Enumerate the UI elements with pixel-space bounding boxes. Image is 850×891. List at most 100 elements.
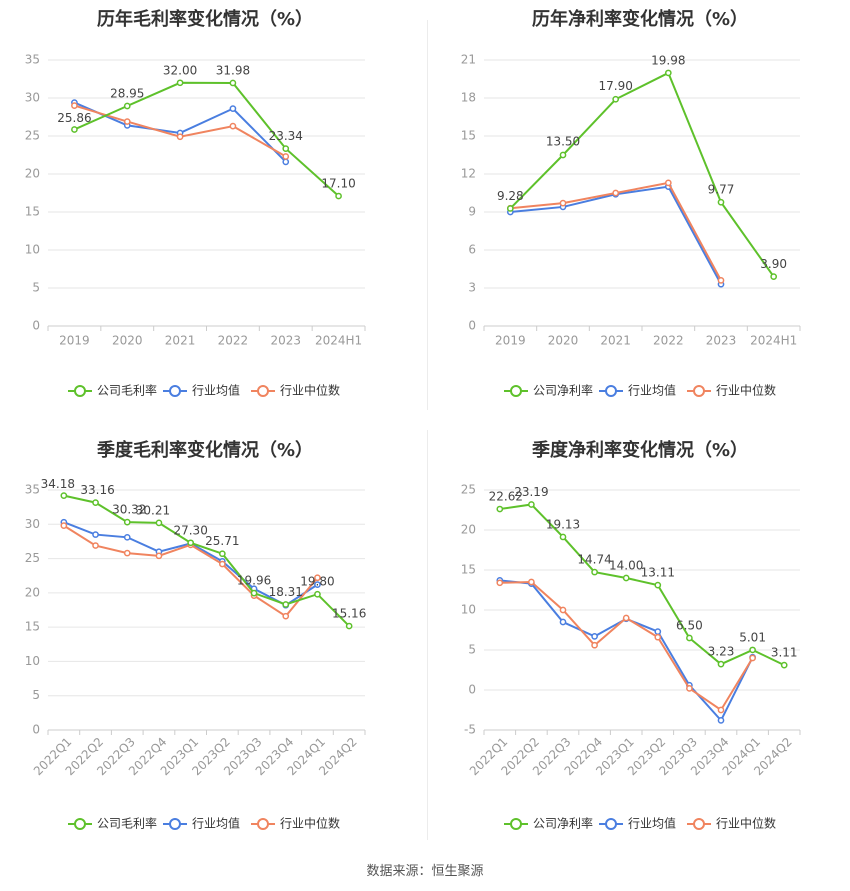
y-tick-label: 20 <box>25 585 40 599</box>
chart-annual-net-margin: 历年净利率变化情况（%） 0 3 6 9 12 15 18 21 2019 2020 2021 2022… <box>430 0 850 415</box>
x-tick-label: 2022 <box>218 334 249 348</box>
data-point-industry_median <box>176 133 184 141</box>
data-point-company <box>187 539 194 547</box>
x-tick-label: 2024H1 <box>315 334 362 348</box>
data-label: 9.28 <box>497 189 524 203</box>
legend-marker-industry_median <box>257 385 269 397</box>
data-point-company <box>654 581 662 589</box>
x-tick-label: 2019 <box>495 334 526 348</box>
series-line-company <box>74 81 340 197</box>
legend-marker-company <box>74 818 86 830</box>
data-point-industry_median <box>123 549 131 557</box>
legend-label: 公司毛利率 <box>97 383 157 398</box>
legend-marker-company <box>510 818 522 830</box>
legend-label: 行业中位数 <box>716 816 776 831</box>
data-label: 19.13 <box>546 517 580 531</box>
legend-label: 行业中位数 <box>716 383 776 398</box>
data-point-company <box>591 568 598 576</box>
data-point-company <box>60 492 68 499</box>
data-point-industry_median <box>717 706 725 714</box>
x-tick-label: 2024H1 <box>750 334 797 348</box>
chart-title: 历年净利率变化情况（%） <box>532 8 748 30</box>
data-point-company <box>528 501 535 508</box>
chart-title: 历年毛利率变化情况（%） <box>97 8 313 30</box>
data-point-company <box>314 590 321 598</box>
y-tick-label: 35 <box>25 53 40 67</box>
data-point-company <box>686 634 693 642</box>
data-point-industry_avg <box>229 105 237 112</box>
data-label: 13.50 <box>546 135 580 149</box>
legend-marker-industry_avg <box>169 818 181 830</box>
data-label: 33.16 <box>80 483 114 497</box>
chart-title: 季度毛利率变化情况（%） <box>97 439 313 461</box>
x-tick-label: 2023 <box>706 334 737 348</box>
data-point-industry_avg <box>123 533 131 541</box>
data-point-company <box>622 574 630 582</box>
data-label: 28.95 <box>110 86 144 100</box>
data-label: 31.98 <box>216 63 250 77</box>
y-tick-label: 18 <box>461 91 476 105</box>
data-source-note: 数据来源：恒生聚源 <box>366 864 484 879</box>
y-tick-label: 15 <box>461 563 476 577</box>
y-tick-label: 6 <box>468 243 476 257</box>
y-tick-label: 30 <box>25 517 40 531</box>
data-point-company <box>71 126 78 133</box>
x-tick-label: 2019 <box>59 334 90 348</box>
y-tick-label: 15 <box>25 620 40 634</box>
chart-annual-gross-margin: 历年毛利率变化情况（%） 0 5 10 15 20 25 30 35 2019 2020 2021 20… <box>0 0 425 415</box>
legend-label: 公司毛利率 <box>97 816 157 831</box>
chart-quarterly-gross-margin: 季度毛利率变化情况（%） 0 5 10 15 20 25 30 35 2022Q1 2022Q2 20… <box>0 425 425 850</box>
data-point-industry_median <box>664 179 672 187</box>
series-line-company <box>509 71 775 278</box>
series-line-industry_avg <box>510 185 722 285</box>
data-label: 18.31 <box>269 585 303 599</box>
y-tick-label: 10 <box>461 603 476 617</box>
data-point-company <box>282 145 290 152</box>
data-point-industry_median <box>559 606 567 614</box>
data-label: 27.30 <box>173 523 207 537</box>
data-point-company <box>250 589 258 597</box>
x-tick-label: 2020 <box>112 334 143 348</box>
legend-label: 行业均值 <box>628 816 676 831</box>
data-point-industry_median <box>219 560 226 568</box>
data-point-industry_median <box>92 542 99 549</box>
legend-marker-industry_median <box>693 818 705 830</box>
data-point-company <box>717 198 725 206</box>
y-tick-label: 5 <box>32 688 40 702</box>
data-point-industry_median <box>559 199 567 207</box>
data-point-industry_avg <box>282 158 290 166</box>
legend-marker-industry_avg <box>605 385 617 397</box>
data-point-company <box>559 533 567 541</box>
y-tick-label: 0 <box>468 683 476 697</box>
y-tick-label: 25 <box>25 129 40 143</box>
data-point-industry_avg <box>717 717 725 724</box>
legend-marker-industry_median <box>257 818 269 830</box>
data-point-company <box>749 646 756 654</box>
data-point-company <box>770 273 778 280</box>
data-label: 14.00 <box>609 559 643 573</box>
data-point-industry_median <box>155 552 163 560</box>
data-label: 23.34 <box>269 129 303 143</box>
data-label: 32.00 <box>163 63 197 77</box>
y-tick-label: 20 <box>25 167 40 181</box>
data-label: 25.86 <box>57 111 91 125</box>
series-line-company <box>499 503 785 667</box>
data-point-company <box>335 192 342 200</box>
data-point-industry_median <box>686 685 693 692</box>
data-point-company <box>612 95 620 103</box>
annual-gross-margin-svg: 历年毛利率变化情况（%） 0 5 10 15 20 25 30 35 2019 2020 2021 20… <box>25 8 366 398</box>
data-point-company <box>155 519 163 527</box>
y-tick-label: 35 <box>25 483 40 497</box>
data-label: 25.71 <box>205 534 239 548</box>
data-point-industry_median <box>314 574 321 582</box>
x-tick-label: 2023 <box>270 334 301 348</box>
data-point-industry_median <box>654 633 662 641</box>
legend-marker-industry_median <box>693 385 705 397</box>
y-tick-label: 12 <box>461 167 476 181</box>
data-point-company <box>123 518 131 526</box>
y-tick-label: -5 <box>464 723 476 737</box>
data-label: 19.98 <box>651 53 685 67</box>
data-point-company <box>664 69 672 77</box>
data-label: 22.62 <box>489 490 523 504</box>
data-label: 13.11 <box>641 566 675 580</box>
